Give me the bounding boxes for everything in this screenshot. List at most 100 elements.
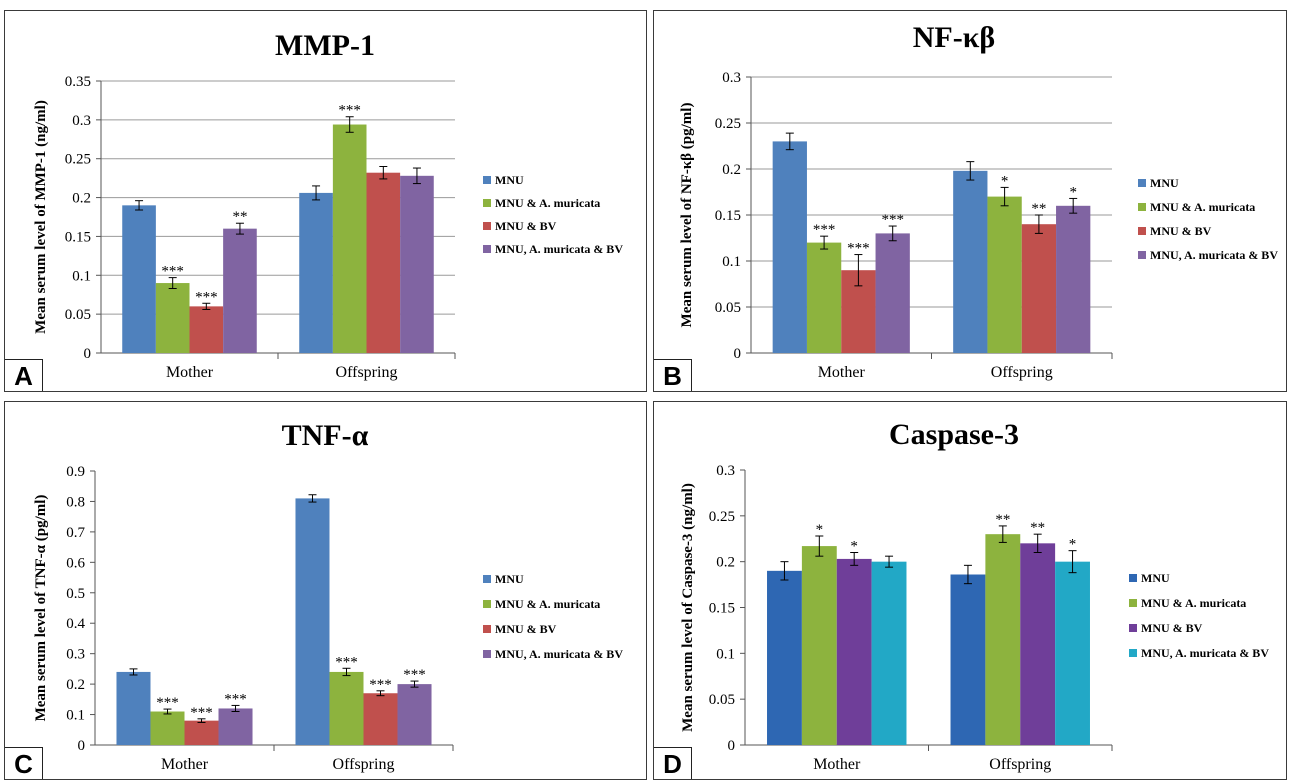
y-tick-label: 0.2 — [722, 162, 741, 178]
bar — [397, 684, 432, 745]
chart-panel-a: MMP-1 Mean serum level of MMP-1 (ng/ml) 0 0… — [4, 10, 647, 392]
legend-swatch — [483, 650, 491, 658]
significance-label: *** — [813, 222, 836, 238]
bar — [953, 170, 988, 353]
x-category-label: Offspring — [989, 756, 1051, 773]
bar — [985, 534, 1021, 745]
panel-letter-c: C — [5, 747, 43, 779]
legend-swatch — [1129, 574, 1137, 582]
bar — [1056, 205, 1091, 353]
y-tick-label: 0.3 — [716, 463, 735, 479]
bar — [223, 228, 257, 353]
significance-label: *** — [403, 667, 426, 683]
y-tick-label: 0.7 — [66, 525, 85, 541]
bar — [295, 498, 330, 745]
bar — [184, 720, 219, 745]
y-axis-label: Mean serum level of Caspase-3 (ng/ml) — [680, 483, 696, 732]
legend-label: MNU & A. muricata — [1141, 596, 1246, 610]
x-category-label: Mother — [818, 364, 866, 381]
y-tick-label: 0.1 — [72, 268, 91, 284]
y-tick-label: 0 — [84, 346, 92, 362]
bar — [155, 283, 190, 353]
y-tick-label: 0 — [78, 738, 86, 754]
x-category-label: Mother — [166, 364, 214, 381]
y-axis-label: Mean serum level of TNF-α (pg/ml) — [33, 495, 49, 722]
significance-label: *** — [369, 677, 392, 693]
significance-label: ** — [232, 209, 247, 225]
legend-swatch — [1129, 599, 1137, 607]
chart-panel-d: Caspase-3 Mean serum level of Caspase-3 (… — [653, 401, 1287, 780]
legend-label: MNU & BV — [495, 219, 557, 233]
x-category-label: Offspring — [336, 364, 398, 381]
x-category-label: Mother — [161, 756, 209, 773]
y-tick-label: 0 — [734, 346, 742, 362]
bar — [299, 192, 333, 353]
bar — [871, 561, 907, 745]
chart-svg-b: NF-κβ Mean serum level of NF-κβ (pg/ml) 0 0… — [679, 21, 1278, 381]
bar — [950, 574, 986, 745]
legend-swatch — [483, 575, 491, 583]
chart-svg-d: Caspase-3 Mean serum level of Caspase-3 (… — [680, 418, 1269, 773]
legend-label: MNU & BV — [1141, 621, 1203, 635]
panel-letter-a: A — [5, 359, 43, 391]
significance-label: *** — [156, 695, 179, 711]
legend-swatch — [1138, 203, 1146, 211]
significance-label: * — [1069, 537, 1077, 553]
chart-svg-a: MMP-1 Mean serum level of MMP-1 (ng/ml) 0 0… — [33, 29, 623, 381]
y-tick-label: 0.1 — [722, 254, 741, 270]
legend-label: MNU — [1150, 176, 1179, 190]
significance-label: * — [816, 522, 824, 538]
significance-label: *** — [847, 241, 870, 257]
bar — [806, 242, 842, 353]
y-tick-label: 0 — [728, 738, 736, 754]
significance-label: *** — [195, 289, 218, 305]
chart-panel-b: NF-κβ Mean serum level of NF-κβ (pg/ml) 0 0… — [653, 10, 1287, 392]
bar — [332, 124, 367, 354]
significance-label: ** — [1030, 520, 1045, 536]
bar — [122, 205, 156, 353]
y-tick-label: 0.5 — [66, 586, 85, 602]
legend-swatch — [1138, 251, 1146, 259]
y-tick-label: 0.8 — [66, 494, 85, 510]
y-tick-label: 0.15 — [709, 601, 735, 617]
y-axis-label: Mean serum level of NF-κβ (pg/ml) — [679, 103, 695, 328]
legend-swatch — [483, 222, 491, 230]
bar — [218, 708, 253, 745]
significance-label: *** — [338, 103, 361, 119]
y-tick-label: 0.25 — [709, 509, 735, 525]
legend-swatch — [1138, 227, 1146, 235]
legend-label: MNU & BV — [495, 622, 557, 636]
legend-label: MNU & A. muricata — [495, 196, 600, 210]
bar — [189, 306, 224, 353]
legend-label: MNU & A. muricata — [1150, 200, 1255, 214]
y-tick-label: 0.25 — [65, 152, 91, 168]
y-tick-label: 0.05 — [65, 307, 91, 323]
legend-label: MNU, A. muricata & BV — [495, 242, 623, 256]
legend-swatch — [1138, 179, 1146, 187]
legend-label: MNU, A. muricata & BV — [1150, 248, 1278, 262]
bar — [767, 570, 802, 745]
y-tick-label: 0.3 — [66, 647, 85, 663]
y-tick-label: 0.1 — [66, 708, 85, 724]
significance-label: *** — [881, 212, 904, 228]
y-tick-label: 0.15 — [65, 229, 91, 245]
legend-label: MNU & BV — [1150, 224, 1212, 238]
x-category-label: Offspring — [991, 364, 1053, 381]
bar — [772, 141, 807, 353]
legend-label: MNU, A. muricata & BV — [1141, 646, 1269, 660]
y-tick-label: 0.05 — [715, 300, 741, 316]
chart-panel-c: TNF-α Mean serum level of TNF-α (pg/ml) 0 0… — [4, 401, 647, 780]
chart-svg-c: TNF-α Mean serum level of TNF-α (pg/ml) 0 0… — [33, 419, 623, 773]
y-tick-label: 0.3 — [72, 113, 91, 129]
y-tick-label: 0.9 — [66, 464, 85, 480]
y-tick-label: 0.6 — [66, 555, 85, 571]
y-tick-label: 0.05 — [709, 692, 735, 708]
significance-label: ** — [1031, 201, 1046, 217]
y-tick-label: 0.1 — [716, 646, 735, 662]
legend-label: MNU — [1141, 571, 1170, 585]
legend-label: MNU — [495, 572, 524, 586]
legend-label: MNU, A. muricata & BV — [495, 647, 623, 661]
legend-swatch — [483, 199, 491, 207]
legend-swatch — [1129, 649, 1137, 657]
bar — [875, 233, 910, 353]
